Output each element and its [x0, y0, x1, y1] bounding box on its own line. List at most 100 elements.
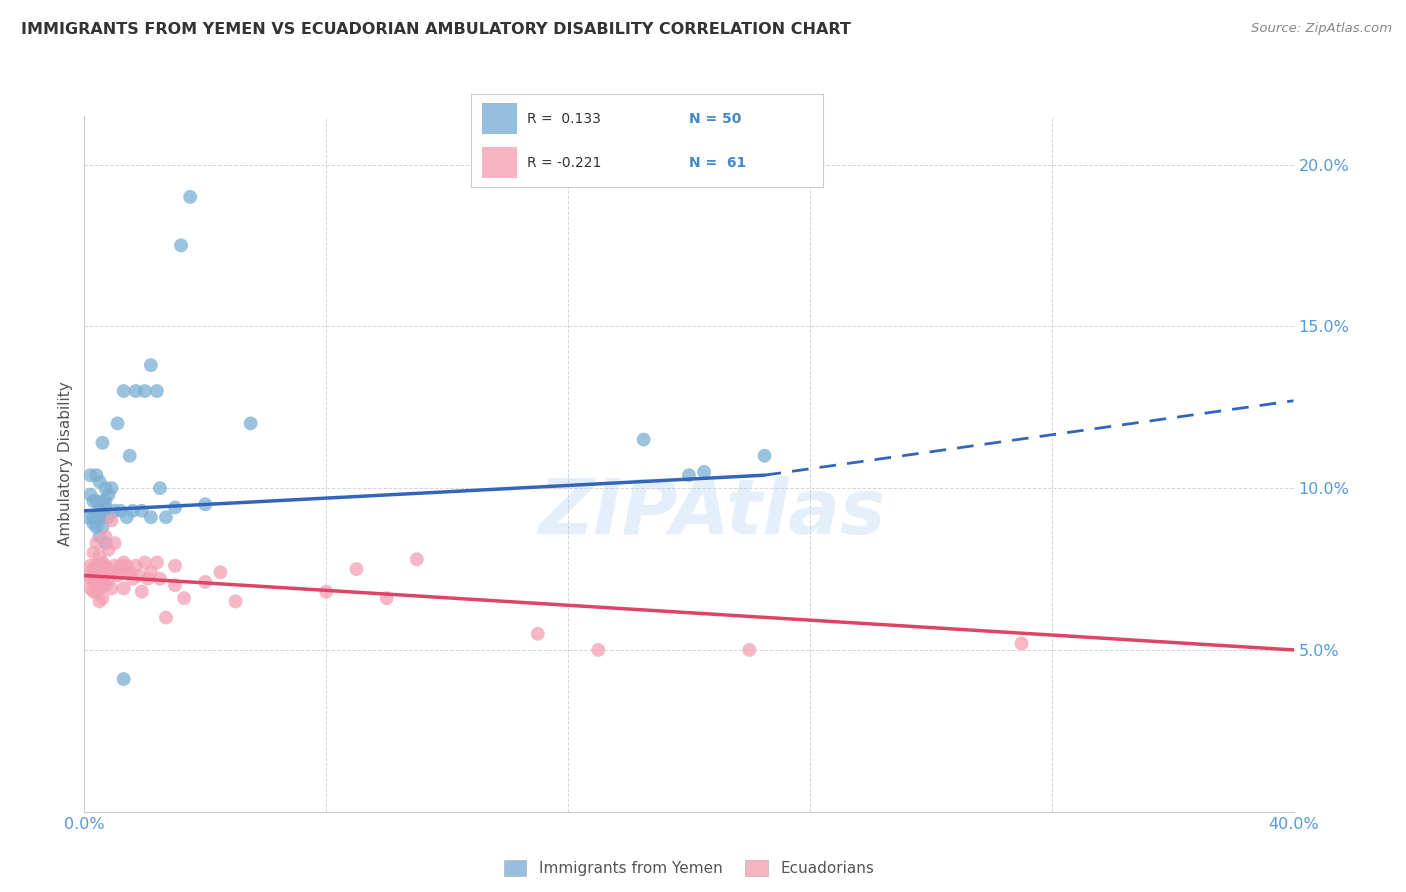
Point	[94, 500, 117, 515]
Point	[94, 530, 117, 544]
Point	[633, 433, 655, 447]
Point	[94, 536, 117, 550]
Point	[678, 468, 700, 483]
Point	[115, 558, 138, 573]
Point	[155, 610, 177, 624]
Point	[91, 520, 114, 534]
Point	[104, 504, 127, 518]
Point	[79, 487, 101, 501]
Legend: Immigrants from Yemen, Ecuadorians: Immigrants from Yemen, Ecuadorians	[496, 853, 882, 884]
Point	[79, 468, 101, 483]
Point	[91, 591, 114, 606]
Point	[89, 549, 111, 563]
Point	[104, 536, 127, 550]
Point	[91, 556, 114, 570]
Point	[86, 574, 108, 589]
Point	[86, 536, 108, 550]
Point	[131, 584, 153, 599]
Point	[86, 520, 108, 534]
Point	[82, 568, 104, 582]
Point	[76, 568, 98, 582]
Point	[82, 584, 104, 599]
Point	[125, 384, 148, 398]
Point	[194, 497, 217, 511]
Point	[86, 510, 108, 524]
Point	[97, 510, 120, 524]
Point	[89, 594, 111, 608]
Point	[139, 566, 162, 580]
Point	[110, 504, 132, 518]
Text: N =  61: N = 61	[689, 155, 747, 169]
Point	[89, 504, 111, 518]
Point	[97, 572, 120, 586]
Point	[131, 504, 153, 518]
Point	[1010, 636, 1032, 650]
Point	[118, 566, 141, 580]
Point	[170, 238, 193, 252]
Point	[82, 546, 104, 560]
Point	[82, 562, 104, 576]
Point	[738, 643, 761, 657]
FancyBboxPatch shape	[482, 147, 517, 178]
Point	[112, 566, 135, 580]
Point	[139, 358, 162, 372]
Point	[91, 510, 114, 524]
Point	[100, 566, 122, 580]
Y-axis label: Ambulatory Disability: Ambulatory Disability	[58, 382, 73, 546]
Text: IMMIGRANTS FROM YEMEN VS ECUADORIAN AMBULATORY DISABILITY CORRELATION CHART: IMMIGRANTS FROM YEMEN VS ECUADORIAN AMBU…	[21, 22, 851, 37]
Point	[163, 578, 186, 592]
Point	[118, 449, 141, 463]
Point	[89, 568, 111, 582]
Text: ZIPAtlas: ZIPAtlas	[540, 475, 887, 549]
Point	[79, 572, 101, 586]
Point	[346, 562, 368, 576]
FancyBboxPatch shape	[482, 103, 517, 134]
Point	[97, 542, 120, 557]
Point	[128, 568, 150, 582]
Point	[79, 558, 101, 573]
Point	[179, 190, 201, 204]
Point	[86, 494, 108, 508]
Point	[104, 558, 127, 573]
Point	[375, 591, 398, 606]
Point	[94, 558, 117, 573]
Point	[115, 510, 138, 524]
Point	[100, 513, 122, 527]
Point	[239, 417, 262, 431]
Point	[588, 643, 610, 657]
Point	[693, 465, 716, 479]
Text: N = 50: N = 50	[689, 112, 741, 126]
Point	[79, 582, 101, 596]
Point	[149, 572, 172, 586]
Point	[112, 672, 135, 686]
Point	[134, 384, 156, 398]
Point	[100, 481, 122, 495]
Point	[112, 556, 135, 570]
Point	[112, 384, 135, 398]
Point	[209, 566, 232, 580]
Point	[121, 504, 143, 518]
Point	[100, 582, 122, 596]
Point	[121, 572, 143, 586]
Point	[146, 384, 169, 398]
Point	[526, 626, 548, 640]
Point	[163, 558, 186, 573]
Point	[107, 568, 129, 582]
Point	[89, 530, 111, 544]
Point	[89, 582, 111, 596]
Point	[406, 552, 429, 566]
Point	[89, 475, 111, 489]
Point	[155, 510, 177, 524]
Point	[91, 572, 114, 586]
Point	[149, 481, 172, 495]
Point	[86, 584, 108, 599]
Point	[173, 591, 195, 606]
Text: R =  0.133: R = 0.133	[527, 112, 602, 126]
Point	[91, 494, 114, 508]
Point	[754, 449, 776, 463]
Point	[76, 510, 98, 524]
Point	[315, 584, 337, 599]
Text: Source: ZipAtlas.com: Source: ZipAtlas.com	[1251, 22, 1392, 36]
Point	[82, 516, 104, 531]
Point	[86, 558, 108, 573]
